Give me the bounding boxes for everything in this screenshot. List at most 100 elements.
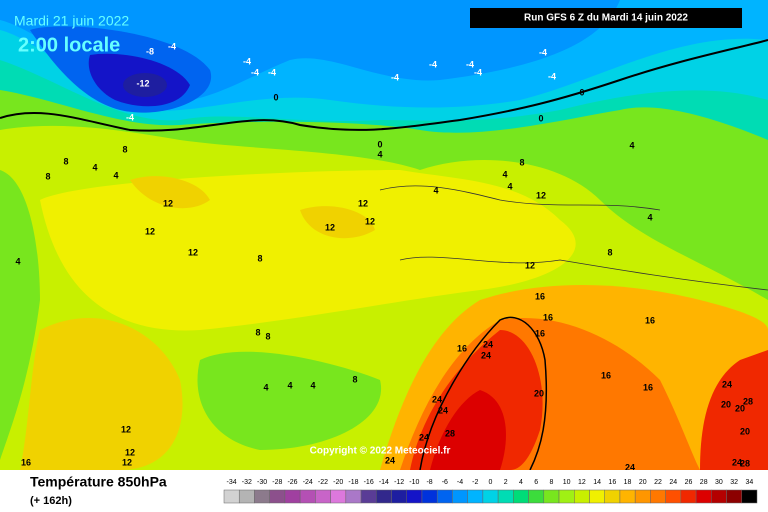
contour-label: -4 <box>548 71 556 81</box>
contour-label: 4 <box>507 181 512 191</box>
contour-label: 16 <box>21 457 31 467</box>
contour-label: 12 <box>536 190 546 200</box>
legend-swatch <box>421 489 438 504</box>
legend-label: 24 <box>669 479 677 486</box>
contour-label: 0 <box>538 113 543 123</box>
contour-label: 4 <box>433 185 438 195</box>
legend-label: 34 <box>745 479 753 486</box>
contour-labels: -8 -4-12-4-4-4 -40-4-4 -4-4-4-4000488844121… <box>15 41 753 472</box>
contour-label: 8 <box>45 171 50 181</box>
legend-swatch <box>513 489 529 504</box>
contour-label: 16 <box>643 382 653 392</box>
contour-label: 4 <box>263 382 268 392</box>
contour-label: -12 <box>136 78 149 88</box>
legend-swatch <box>452 489 468 504</box>
legend-label: -16 <box>364 479 374 486</box>
legend-swatch <box>391 489 407 504</box>
contour-label: 16 <box>543 312 553 322</box>
contour-label: 4 <box>287 380 292 390</box>
contour-label: 16 <box>457 343 467 353</box>
legend-swatch <box>284 489 301 504</box>
map-background <box>0 0 768 471</box>
legend-swatch <box>497 489 514 504</box>
contour-label: 12 <box>125 447 135 457</box>
contour-label: 0 <box>377 139 382 149</box>
legend-label: 22 <box>654 479 662 486</box>
forecast-date: Mardi 21 juin 2022 <box>14 13 129 29</box>
legend-label: 8 <box>549 479 553 486</box>
legend-swatch <box>558 489 575 504</box>
legend-swatch <box>376 489 392 504</box>
contour-label: 4 <box>629 140 634 150</box>
contour-label: 8 <box>255 327 260 337</box>
forecast-time: 2:00 locale <box>18 34 120 56</box>
legend-swatch <box>619 489 636 504</box>
copyright: Copyright © 2022 Meteociel.fr <box>310 446 451 457</box>
contour-label: 8 <box>63 156 68 166</box>
color-legend: -34 -32 -30 -28 -26 -24 -22 -20 -18 -16 -14 -12 -10-… <box>223 479 758 504</box>
legend-swatch <box>695 489 712 504</box>
legend-label: -10 <box>409 479 419 486</box>
legend-label: 32 <box>730 479 738 486</box>
contour-label: 4 <box>113 170 118 180</box>
contour-label: 12 <box>188 247 198 257</box>
contour-label: 20 <box>721 399 731 409</box>
legend-label: -28 <box>272 479 282 486</box>
legend-swatch <box>650 489 666 504</box>
contour-label: 24 <box>732 457 742 467</box>
contour-label: 8 <box>122 144 127 154</box>
contour-label: 20 <box>534 388 544 398</box>
legend-label: 30 <box>715 479 723 486</box>
footer-title: Température 850hPa <box>30 474 167 490</box>
contour-label: 28 <box>445 428 455 438</box>
legend-label: -12 <box>394 479 404 486</box>
legend-swatch <box>574 489 590 504</box>
legend-label: -32 <box>242 479 252 486</box>
contour-label: 24 <box>722 379 732 389</box>
contour-label: 16 <box>645 315 655 325</box>
legend-label: 26 <box>685 479 693 486</box>
contour-label: 4 <box>15 256 20 266</box>
legend-swatch <box>345 489 362 504</box>
contour-label: -4 <box>126 112 134 122</box>
contour-label: -4 <box>268 67 276 77</box>
legend-label: 6 <box>534 479 538 486</box>
contour-label: 4 <box>377 149 382 159</box>
contour-label: 24 <box>625 462 635 472</box>
legend-swatch <box>223 489 240 504</box>
legend-swatch <box>665 489 682 504</box>
legend-label: 12 <box>578 479 586 486</box>
legend-label: -4 <box>457 479 463 486</box>
legend-label: 20 <box>639 479 647 486</box>
legend-label: -6 <box>442 479 448 486</box>
contour-label: 12 <box>358 198 368 208</box>
contour-label: -4 <box>429 59 437 69</box>
contour-label: 24 <box>438 405 448 415</box>
legend-label: 14 <box>593 479 601 486</box>
legend-label: 28 <box>700 479 708 486</box>
footer-lead: (+ 162h) <box>30 495 72 507</box>
contour-label: -4 <box>251 67 259 77</box>
contour-label: 8 <box>519 157 524 167</box>
run-box <box>470 8 742 28</box>
contour-label: 20 <box>740 426 750 436</box>
legend-swatch <box>604 489 621 504</box>
legend-swatch <box>299 489 316 504</box>
contour-label: 4 <box>310 380 315 390</box>
legend-swatch <box>269 489 286 504</box>
legend-swatch <box>634 489 651 504</box>
legend-label: -34 <box>227 479 237 486</box>
legend-label: -22 <box>318 479 328 486</box>
legend-swatch <box>482 489 499 504</box>
contour-label: 16 <box>535 291 545 301</box>
legend-swatch <box>467 489 484 504</box>
legend-swatch <box>741 489 758 504</box>
contour-label: 8 <box>607 247 612 257</box>
contour-label: -4 <box>466 59 474 69</box>
contour-label: 28 <box>743 396 753 406</box>
legend-swatch <box>589 489 605 504</box>
legend-swatch <box>406 489 423 504</box>
contour-label: 12 <box>525 260 535 270</box>
contour-label: 24 <box>483 339 493 349</box>
legend-swatch <box>315 489 331 504</box>
